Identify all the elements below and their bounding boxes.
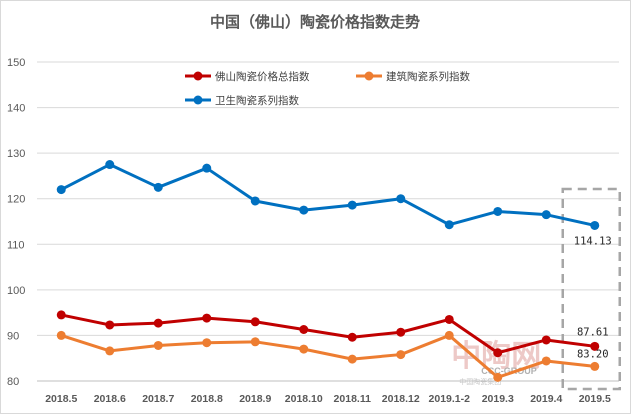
y-tick-label: 130 [7,148,25,160]
data-point [444,220,454,230]
data-label: 87.61 [577,326,609,338]
y-tick-label: 140 [7,103,25,115]
data-point [250,317,260,327]
data-point [590,341,600,351]
data-point [347,332,357,342]
data-point [202,163,212,173]
data-point [444,314,454,324]
x-tick-label: 2018.10 [285,393,323,405]
data-labels: 87.61 83.20 114.13 [574,235,612,360]
data-point [105,160,115,170]
data-point [299,325,309,335]
x-tick-label: 2018.8 [191,393,223,405]
x-tick-label: 2018.9 [239,393,271,405]
y-axis-ticks: 80 90 100 110 120 130 140 150 [7,57,25,388]
data-point [541,210,551,220]
legend-swatch-marker [193,71,203,81]
data-point [56,185,66,195]
data-point [347,354,357,364]
data-point [590,220,600,230]
legend-label: 佛山陶瓷价格总指数 [215,70,310,83]
data-point [299,344,309,354]
legend-item: 卫生陶瓷系列指数 [185,94,299,107]
data-label: 114.13 [574,235,612,247]
data-point [541,335,551,345]
gridlines [37,61,619,382]
series-line [60,313,595,355]
data-point [396,327,406,337]
x-tick-label: 2019.3 [482,393,514,405]
legend-item: 佛山陶瓷价格总指数 [185,70,310,83]
data-point [105,346,115,356]
data-point [493,348,503,358]
highlight-box [561,187,621,391]
data-point [105,320,115,330]
x-tick-label: 2018.6 [94,393,126,405]
legend-swatch-marker [364,71,374,81]
y-tick-label: 90 [7,330,19,342]
x-tick-label: 2018.12 [382,393,420,405]
legend-swatch-marker [193,95,203,105]
highlight-box-layer [561,187,621,391]
y-tick-label: 100 [7,285,25,297]
series-2 [56,330,600,382]
data-point [202,313,212,323]
data-point [541,356,551,366]
data-point [56,310,66,320]
data-point [396,350,406,360]
data-point [250,196,260,206]
chart-title: 中国（佛山）陶瓷价格指数走势 [210,13,420,31]
series-line [60,333,595,379]
data-point [56,330,66,340]
data-point [493,372,503,382]
legend-label: 卫生陶瓷系列指数 [215,94,299,107]
data-point [444,330,454,340]
x-tick-label: 2019.1-2 [429,393,471,405]
data-point [299,205,309,215]
x-tick-label: 2018.11 [334,393,372,405]
data-point [202,338,212,348]
data-point [153,340,163,350]
series-layer [56,160,600,382]
watermark-sub-text: CCC-GROUP [481,366,537,376]
data-point [493,206,503,216]
data-point [590,361,600,371]
x-tick-label: 2018.7 [142,393,174,405]
data-point [250,337,260,347]
x-axis-ticks: 2018.5 2018.6 2018.7 2018.8 2018.9 2018.10 201… [45,393,611,405]
y-tick-label: 80 [7,376,19,388]
series-1 [56,310,600,358]
x-tick-label: 2019.5 [579,393,611,405]
data-label: 83.20 [577,348,609,360]
legend-label: 建筑陶瓷系列指数 [386,70,470,83]
x-tick-label: 2018.5 [45,393,77,405]
watermark-small-text: 中国陶瓷集团 [459,377,501,386]
series-3 [56,160,600,230]
data-point [153,182,163,192]
data-point [347,200,357,210]
legend-item: 建筑陶瓷系列指数 [356,70,470,83]
y-tick-label: 110 [7,239,25,251]
data-point [396,194,406,204]
data-point [153,318,163,328]
series-line [60,163,596,227]
y-tick-label: 120 [7,194,25,206]
y-tick-label: 150 [7,57,25,69]
x-tick-label: 2019.4 [530,393,562,405]
